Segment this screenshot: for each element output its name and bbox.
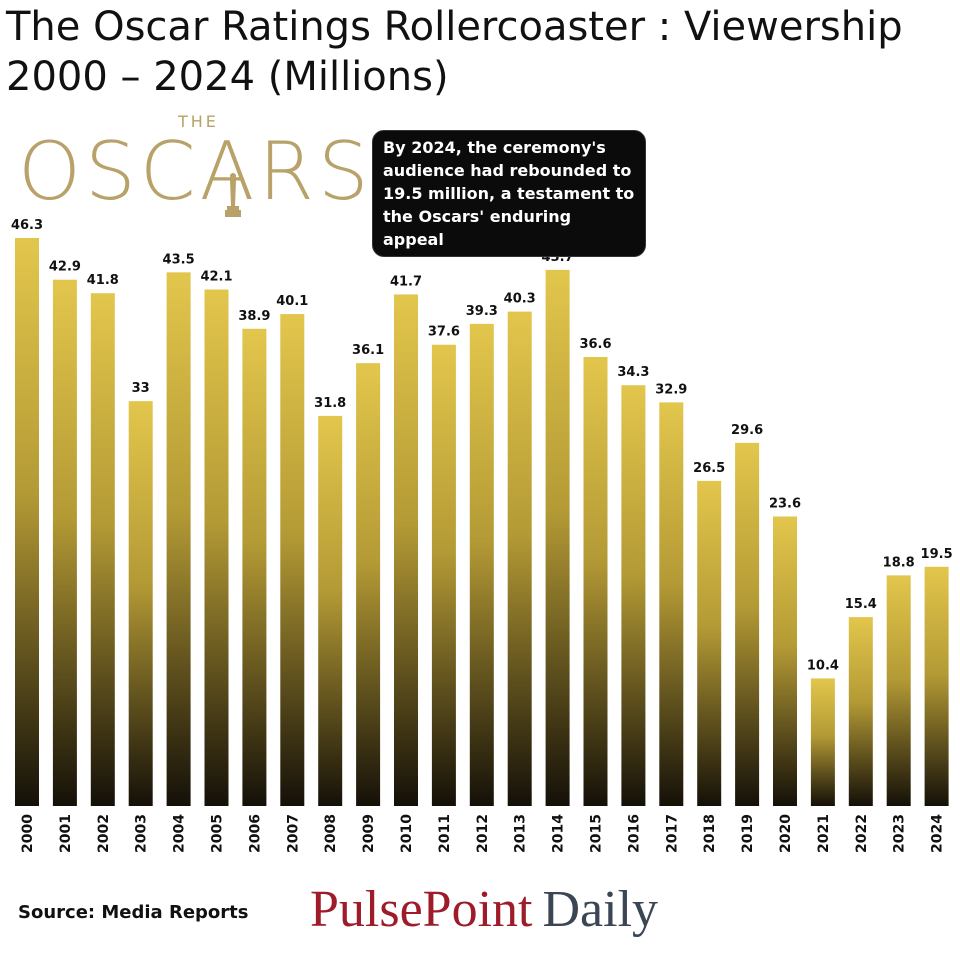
value-label-2008: 31.8 — [314, 396, 346, 411]
value-label-2007: 40.1 — [276, 294, 308, 309]
bar-2024 — [924, 566, 949, 806]
bar-2023 — [886, 575, 911, 806]
x-tick-2002: 2002 — [96, 814, 112, 853]
bar-chart: 46.3 42.9 41.8 33 43.5 42.1 38.9 40.1 31.8 36.1 41… — [11, 218, 953, 853]
chart-title: The Oscar Ratings Rollercoaster : Viewer… — [6, 4, 903, 100]
x-tick-2024: 2024 — [930, 814, 946, 853]
value-label-2019: 29.6 — [731, 423, 763, 438]
brand-logo: PulsePoint Daily — [310, 880, 658, 940]
brand-name-part2: Daily — [542, 881, 659, 938]
x-tick-2009: 2009 — [361, 814, 377, 853]
x-tick-2017: 2017 — [664, 814, 680, 853]
bar-2010 — [394, 294, 418, 806]
annotation-callout: By 2024, the ceremony's audience had reb… — [372, 130, 646, 257]
x-tick-2016: 2016 — [626, 814, 642, 853]
x-tick-2020: 2020 — [778, 814, 794, 853]
bar-2008 — [318, 415, 343, 806]
x-tick-2023: 2023 — [892, 814, 908, 853]
logo-word: OSCARS — [18, 125, 373, 218]
bar-2011 — [431, 344, 456, 806]
value-label-2015: 36.6 — [579, 337, 611, 352]
x-tick-2010: 2010 — [399, 814, 415, 853]
value-label-2011: 37.6 — [428, 325, 460, 340]
value-label-2023: 18.8 — [883, 555, 915, 570]
value-label-2010: 41.7 — [390, 274, 422, 289]
oscar-statue-icon — [225, 173, 241, 217]
value-label-2012: 39.3 — [466, 304, 498, 319]
value-label-2016: 34.3 — [617, 365, 649, 380]
bar-2002 — [90, 293, 115, 806]
bar-2015 — [583, 356, 608, 806]
x-tick-2015: 2015 — [589, 814, 605, 853]
x-tick-2013: 2013 — [513, 814, 529, 853]
value-label-2005: 42.1 — [200, 270, 232, 285]
value-label-2018: 26.5 — [693, 461, 725, 476]
bar-2012 — [469, 323, 494, 806]
oscars-logo: THE OSCARS — [18, 108, 369, 218]
bar-2021 — [810, 678, 835, 806]
bar-2000 — [15, 238, 39, 806]
bar-2022 — [848, 617, 873, 806]
bar-2017 — [659, 402, 684, 806]
value-label-2013: 40.3 — [504, 292, 536, 307]
value-label-2017: 32.9 — [655, 382, 687, 397]
value-label-2020: 23.6 — [769, 496, 801, 511]
value-label-2004: 43.5 — [163, 252, 195, 267]
x-tick-2005: 2005 — [210, 814, 226, 853]
bar-2007 — [280, 314, 305, 806]
x-tick-2000: 2000 — [20, 814, 36, 853]
value-label-2024: 19.5 — [921, 547, 953, 562]
bar-2018 — [697, 480, 722, 806]
value-label-2006: 38.9 — [238, 309, 270, 324]
bar-2019 — [735, 442, 760, 806]
value-label-2022: 15.4 — [845, 597, 877, 612]
bar-2016 — [621, 385, 646, 806]
bar-2020 — [773, 516, 797, 806]
value-label-2009: 36.1 — [352, 343, 384, 358]
x-tick-2012: 2012 — [475, 814, 491, 853]
x-tick-2008: 2008 — [323, 814, 339, 853]
x-tick-2007: 2007 — [285, 814, 301, 853]
bar-2014 — [545, 269, 570, 806]
x-tick-2003: 2003 — [134, 814, 150, 853]
x-tick-2004: 2004 — [172, 814, 188, 853]
brand-name-part1: PulsePoint — [310, 881, 533, 938]
x-tick-2019: 2019 — [740, 814, 756, 853]
value-label-2003: 33 — [132, 381, 150, 396]
source-text: Source: Media Reports — [18, 902, 249, 923]
bar-2005 — [204, 289, 229, 806]
x-tick-2021: 2021 — [816, 814, 832, 853]
bar-2001 — [52, 279, 77, 806]
value-label-2000: 46.3 — [11, 218, 43, 233]
value-label-2021: 10.4 — [807, 658, 839, 673]
x-tick-2022: 2022 — [854, 814, 870, 853]
x-tick-2014: 2014 — [551, 814, 567, 853]
x-tick-2006: 2006 — [247, 814, 263, 853]
bar-2009 — [356, 363, 381, 806]
x-tick-2001: 2001 — [58, 814, 74, 853]
bar-2003 — [128, 401, 153, 806]
bar-2006 — [242, 328, 267, 806]
logo-the-text: THE — [178, 112, 219, 131]
value-label-2002: 41.8 — [87, 273, 119, 288]
x-tick-2011: 2011 — [437, 814, 453, 853]
x-tick-2018: 2018 — [702, 814, 718, 853]
value-label-2001: 42.9 — [49, 260, 81, 275]
bar-2013 — [507, 311, 532, 806]
bar-2004 — [166, 272, 191, 807]
